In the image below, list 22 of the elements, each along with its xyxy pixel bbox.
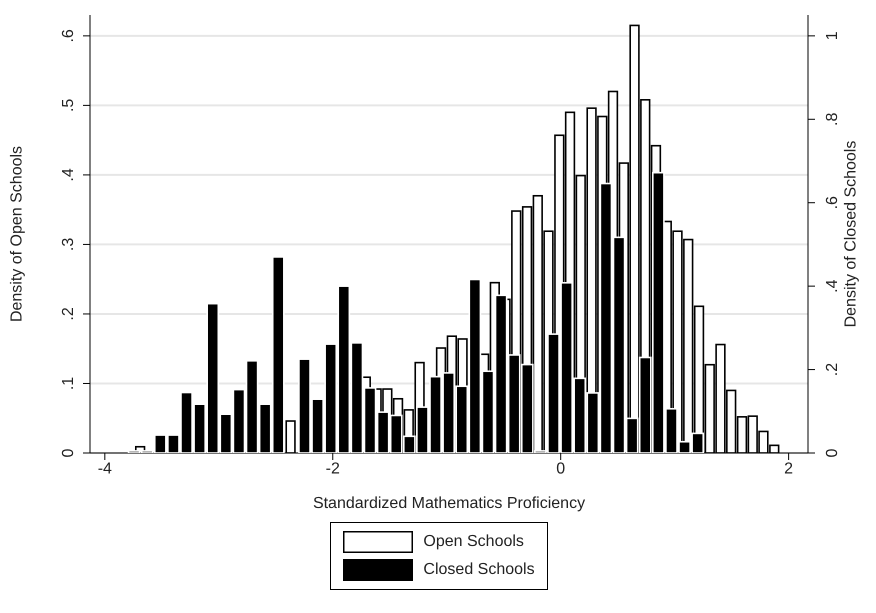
y2-tick-label: 1 <box>824 31 841 40</box>
x-tick-label: -2 <box>326 460 340 478</box>
y2-tick-label: .2 <box>824 362 841 376</box>
y-tick-label: .6 <box>60 29 77 43</box>
x-tick-label: 0 <box>556 460 566 478</box>
x-tick-label: 2 <box>784 460 794 478</box>
y2-axis-title: Density of Closed Schools <box>842 140 860 328</box>
legend-label: Open Schools <box>423 533 524 551</box>
x-axis-title: Standardized Mathematics Proficiency <box>312 495 586 512</box>
y-tick-label: .5 <box>60 98 77 112</box>
x-tick-label: -4 <box>98 460 112 478</box>
y2-tick-label: .6 <box>824 196 841 210</box>
y2-tick-label: .4 <box>824 279 841 293</box>
legend-label: Closed Schools <box>423 561 535 579</box>
y-tick-label: .3 <box>60 238 77 252</box>
y-tick-label: 0 <box>60 448 77 458</box>
y-tick-label: .1 <box>60 376 77 390</box>
y2-tick-label: 0 <box>824 448 841 458</box>
y2-tick-label: .8 <box>824 112 841 126</box>
y-tick-label: .2 <box>60 307 77 321</box>
y-axis-title: Density of Open Schools <box>8 146 26 322</box>
y-tick-label: .4 <box>60 168 77 182</box>
